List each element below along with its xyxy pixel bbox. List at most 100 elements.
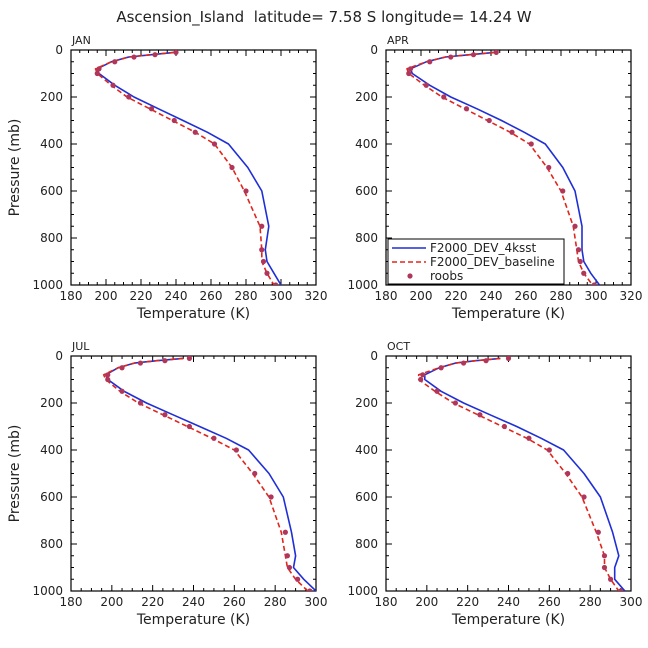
roobs-point: [493, 50, 499, 55]
x-tick-label: 280: [550, 289, 573, 303]
roobs-point: [460, 360, 467, 366]
x-tick-label: 260: [515, 289, 538, 303]
y-tick-label: 200: [355, 396, 378, 410]
roobs-point: [192, 129, 198, 135]
x-tick-label: 200: [410, 289, 433, 303]
y-tick-label: 0: [55, 43, 63, 57]
series-line-f2000-dev-baseline: [94, 51, 275, 285]
roobs-point: [94, 70, 100, 77]
y-tick-label: 400: [40, 443, 63, 457]
roobs-point: [110, 82, 116, 88]
x-tick-label: 280: [264, 595, 287, 609]
roobs-point: [96, 66, 102, 72]
x-tick-label: 240: [182, 595, 205, 609]
roobs-point: [259, 247, 265, 253]
x-axis-title: Temperature (K): [136, 306, 250, 322]
y-tick-label: 1000: [32, 584, 63, 598]
roobs-point: [284, 553, 291, 559]
plot-frame: [385, 355, 632, 592]
roobs-point: [105, 376, 111, 383]
x-tick-label: 300: [620, 595, 643, 609]
x-tick-label: 240: [497, 595, 520, 609]
x-tick-label: 200: [95, 289, 118, 303]
panel-label: APR: [387, 34, 409, 47]
plot-data: [406, 50, 601, 285]
x-tick-label: 260: [223, 595, 246, 609]
roobs-point: [295, 576, 301, 582]
y-tick-label: 800: [355, 537, 378, 551]
roobs-point: [420, 372, 426, 378]
x-tick-label: 280: [235, 289, 258, 303]
panel-jan: 180 200 220 240 260 280 300 320 0 200 400 600 800 100…: [7, 34, 327, 322]
x-tick-label: 300: [585, 289, 608, 303]
roobs-point: [148, 106, 155, 112]
roobs-point: [268, 494, 274, 500]
roobs-point: [171, 117, 177, 124]
x-axis-title: Temperature (K): [451, 306, 565, 322]
roobs-point: [565, 470, 571, 477]
roobs-point: [581, 494, 587, 500]
figure-title: Ascension_Island latitude= 7.58 S longit…: [116, 8, 531, 27]
roobs-point: [483, 358, 489, 364]
y-tick-label: 400: [40, 137, 63, 151]
y-tick-label: 0: [55, 349, 63, 363]
x-tick-label: 320: [305, 289, 328, 303]
roobs-point: [259, 223, 265, 229]
y-tick-label: 400: [355, 137, 378, 151]
roobs-point: [119, 388, 125, 394]
y-tick-label: 600: [40, 490, 63, 504]
roobs-point: [577, 258, 583, 265]
roobs-point: [186, 356, 193, 361]
roobs-point: [131, 54, 137, 60]
roobs-point: [233, 447, 239, 453]
roobs-point: [264, 270, 270, 276]
roobs-point: [591, 282, 597, 285]
y-tick-label: 0: [370, 43, 378, 57]
series-line-f2000-dev-4ksst: [409, 51, 601, 285]
x-tick-label: 240: [165, 289, 188, 303]
panels: 180 200 220 240 260 280 300 320 0 200 400 600 800 100…: [7, 34, 642, 628]
panel-label: OCT: [387, 340, 410, 353]
x-tick-label: 320: [620, 289, 643, 303]
x-tick-label: 180: [375, 289, 398, 303]
roobs-point: [427, 59, 433, 65]
y-tick-label: 0: [370, 349, 378, 363]
x-axis-title: Temperature (K): [136, 612, 250, 628]
x-tick-label: 260: [200, 289, 223, 303]
y-tick-label: 1000: [347, 584, 378, 598]
panel-label: JAN: [71, 34, 91, 47]
roobs-point: [406, 70, 412, 77]
x-tick-label: 180: [60, 289, 83, 303]
x-tick-label: 260: [538, 595, 561, 609]
roobs-point: [286, 564, 293, 571]
roobs-point: [441, 94, 447, 100]
x-tick-label: 220: [445, 289, 468, 303]
roobs-point: [526, 435, 532, 441]
roobs-point: [601, 553, 608, 559]
roobs-point: [137, 360, 144, 366]
roobs-point: [307, 588, 313, 591]
roobs-point: [452, 400, 459, 406]
roobs-point: [173, 50, 179, 55]
roobs-point: [601, 564, 608, 571]
y-axis-title: Pressure (mb): [7, 425, 23, 523]
roobs-point: [618, 588, 624, 591]
roobs-point: [282, 529, 288, 535]
roobs-point: [581, 270, 587, 276]
roobs-point: [186, 423, 193, 430]
x-tick-label: 200: [100, 595, 123, 609]
roobs-point: [162, 412, 168, 418]
roobs-point: [595, 529, 601, 535]
roobs-point: [477, 412, 483, 418]
roobs-point: [407, 66, 414, 72]
y-tick-label: 1000: [32, 278, 63, 292]
x-tick-label: 220: [141, 595, 164, 609]
roobs-point: [575, 247, 582, 253]
y-tick-label: 200: [40, 90, 63, 104]
roobs-point: [501, 423, 508, 430]
legend-marker-roobs: [407, 273, 413, 279]
roobs-point: [546, 164, 552, 171]
roobs-point: [572, 223, 578, 229]
y-tick-label: 200: [355, 90, 378, 104]
roobs-point: [112, 59, 118, 65]
